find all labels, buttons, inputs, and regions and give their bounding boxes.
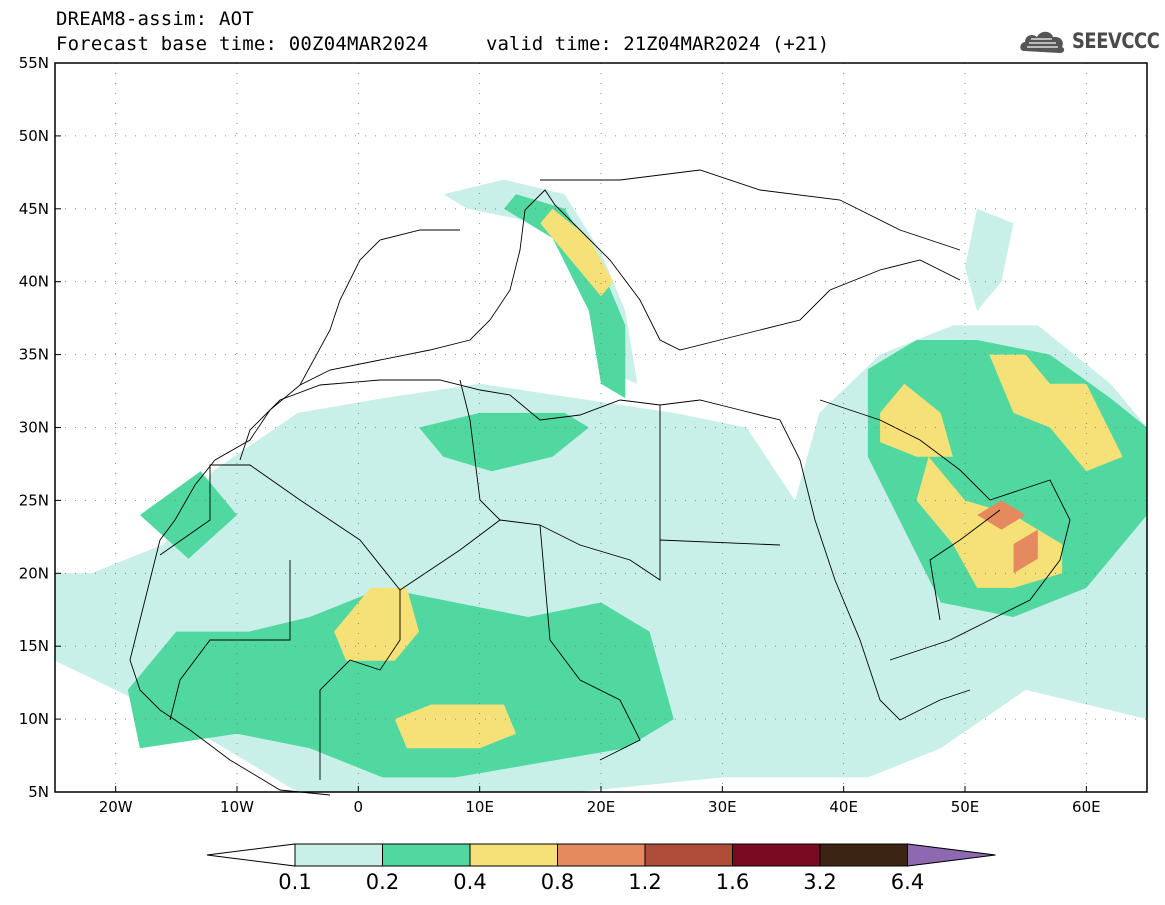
coastline-europe bbox=[159, 189, 961, 541]
lat-tick-label: 15N bbox=[19, 637, 49, 655]
aot-region-0_2 bbox=[503, 194, 626, 399]
country-boundaries bbox=[129, 169, 1071, 796]
lat-tick-label: 30N bbox=[19, 419, 49, 437]
forecast-base-time: Forecast base time: 00Z04MAR2024 bbox=[56, 33, 429, 55]
lon-tick-label: 20E bbox=[587, 798, 616, 816]
colorbar-segment bbox=[382, 843, 471, 867]
lat-tick-label: 5N bbox=[28, 783, 49, 801]
lon-tick-label: 10E bbox=[465, 798, 494, 816]
lon-tick-label: 20W bbox=[99, 798, 133, 816]
lon-tick-label: 40E bbox=[829, 798, 858, 816]
lon-tick-label: 0 bbox=[354, 798, 364, 816]
aot-region-0_2 bbox=[139, 471, 237, 559]
aot-region-0_2 bbox=[127, 587, 674, 778]
lon-tick-label: 10W bbox=[220, 798, 254, 816]
colorbar-segment bbox=[732, 843, 821, 867]
border-line bbox=[299, 229, 460, 386]
border-line bbox=[539, 524, 641, 761]
colorbar-segment bbox=[644, 843, 733, 867]
aot-region-0_1 bbox=[965, 208, 1014, 311]
colorbar-label: 0.1 bbox=[278, 870, 312, 894]
border-line bbox=[540, 169, 961, 251]
border-line bbox=[319, 590, 401, 780]
valid-time: valid time: 21Z04MAR2024 (+21) bbox=[486, 33, 830, 55]
lat-tick-label: 45N bbox=[19, 200, 49, 218]
lon-tick-label: 50E bbox=[951, 798, 980, 816]
border-line bbox=[929, 509, 1001, 621]
lat-tick-label: 40N bbox=[19, 273, 49, 291]
logo-text: SEEVCCC bbox=[1072, 29, 1160, 53]
lon-tick-label: 30E bbox=[708, 798, 737, 816]
lon-tick-label: 60E bbox=[1072, 798, 1101, 816]
lat-tick-label: 25N bbox=[19, 491, 49, 509]
colorbar-label: 0.8 bbox=[540, 870, 575, 894]
colorbar-label: 0.2 bbox=[365, 870, 400, 894]
colorbar-arrow-high bbox=[907, 843, 996, 867]
cloud-icon bbox=[1020, 31, 1065, 53]
aot-region-0_8 bbox=[1013, 529, 1038, 574]
lat-tick-label: 10N bbox=[19, 710, 49, 728]
colorbar-label: 3.2 bbox=[803, 870, 837, 894]
lat-tick-label: 55N bbox=[19, 54, 49, 72]
colorbar-segment bbox=[557, 843, 646, 867]
border-line bbox=[159, 464, 781, 591]
aot-region-0_2 bbox=[419, 412, 589, 472]
lat-tick-label: 35N bbox=[19, 346, 49, 364]
lat-tick-label: 20N bbox=[19, 564, 49, 582]
colorbar-arrow-low bbox=[206, 843, 296, 867]
coastline-w-africa bbox=[129, 539, 331, 796]
product-title: DREAM8-assim: AOT bbox=[56, 8, 254, 30]
aot-region-0_8 bbox=[977, 500, 1026, 530]
colorbar-label: 1.6 bbox=[715, 870, 750, 894]
aot-region-0_4 bbox=[880, 383, 953, 457]
aot-region-0_4 bbox=[394, 704, 517, 749]
colorbar-label: 1.2 bbox=[628, 870, 662, 894]
axis-ticks: 20W 10W 0 10E 20E 30E 40E 50E 60E 5N 10N 15N 20N 25N 3… bbox=[19, 54, 1101, 816]
aot-region-0_4 bbox=[989, 354, 1123, 472]
colorbar-label: 6.4 bbox=[890, 870, 925, 894]
colorbar-segment bbox=[819, 843, 908, 867]
border-line bbox=[459, 379, 501, 521]
aot-region-0_4 bbox=[540, 208, 614, 297]
colorbar-label: 0.4 bbox=[453, 870, 487, 894]
aot-contour-field bbox=[55, 179, 1147, 792]
coastline-arabia bbox=[819, 399, 1071, 661]
colorbar-segment bbox=[469, 843, 558, 867]
border-line bbox=[169, 560, 291, 721]
colorbar-segment bbox=[294, 843, 383, 867]
seevccc-logo: SEEVCCC bbox=[1018, 26, 1165, 56]
lat-tick-label: 50N bbox=[19, 127, 49, 145]
colorbar bbox=[206, 843, 996, 867]
